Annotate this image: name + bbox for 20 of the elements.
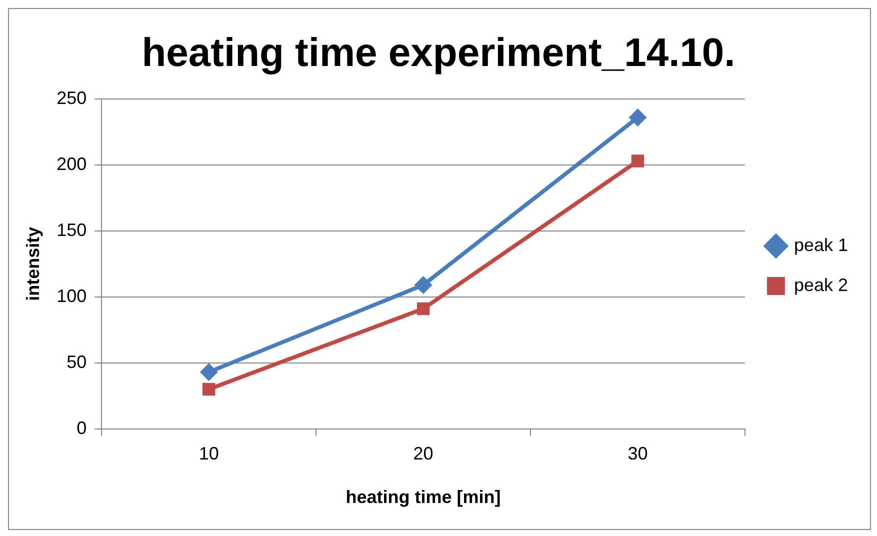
y-tick-label: 50 [66, 352, 87, 372]
y-axis-title: intensity [22, 226, 43, 301]
legend-label: peak 1 [794, 234, 848, 255]
point [202, 382, 216, 396]
point [200, 363, 218, 382]
y-tick-label: 150 [56, 220, 87, 240]
point [631, 154, 644, 168]
x-tick-label: 30 [628, 444, 648, 464]
point [416, 302, 430, 316]
chart-title: heating time experiment_14.10. [142, 31, 736, 76]
x-tick-label: 10 [198, 444, 219, 464]
x-tick-label: 20 [413, 444, 434, 464]
y-tick-label: 0 [76, 418, 87, 438]
y-tick-label: 200 [56, 154, 87, 174]
y-tick-label: 250 [56, 88, 87, 108]
x-axis-title: heating time [min] [346, 487, 501, 508]
point [414, 276, 432, 294]
y-tick-label: 100 [56, 286, 87, 306]
point [628, 108, 647, 126]
legend-label: peak 2 [794, 274, 848, 295]
